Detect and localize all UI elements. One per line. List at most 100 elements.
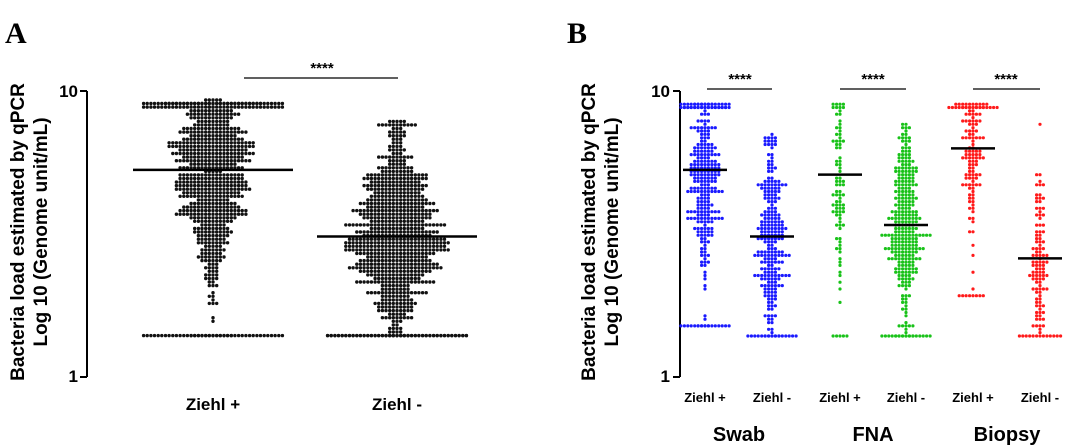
data-point xyxy=(391,180,395,184)
data-point xyxy=(767,193,771,197)
data-point xyxy=(218,159,222,163)
data-point xyxy=(703,183,707,187)
data-point xyxy=(185,173,190,177)
data-point xyxy=(1041,253,1045,257)
data-point xyxy=(388,291,392,295)
data-point xyxy=(767,327,771,331)
data-point xyxy=(207,162,211,166)
data-point xyxy=(907,196,912,200)
data-point xyxy=(693,105,697,110)
data-point xyxy=(914,250,918,254)
data-point xyxy=(406,226,410,231)
data-point xyxy=(901,267,905,271)
data-point xyxy=(413,237,417,241)
data-point xyxy=(384,255,388,259)
data-point xyxy=(377,194,381,198)
data-point xyxy=(373,333,377,338)
data-point xyxy=(773,142,778,147)
data-point xyxy=(402,333,406,338)
data-point xyxy=(388,294,392,298)
data-point xyxy=(369,273,374,277)
data-point xyxy=(178,187,182,191)
data-point xyxy=(770,166,774,170)
data-point xyxy=(391,262,395,266)
data-point xyxy=(413,173,417,177)
data-point xyxy=(402,208,406,213)
data-point xyxy=(189,176,193,181)
data-point xyxy=(380,219,385,223)
data-point xyxy=(777,230,781,234)
data-point xyxy=(700,163,704,167)
data-point xyxy=(696,119,700,123)
data-point xyxy=(770,237,774,241)
data-point xyxy=(399,180,403,184)
data-point xyxy=(229,137,233,141)
panel-b-ytick-top: 10 xyxy=(651,82,670,101)
data-point xyxy=(222,155,226,159)
data-point xyxy=(968,173,972,177)
data-point xyxy=(222,333,226,338)
data-point xyxy=(225,116,230,120)
data-point xyxy=(269,333,274,338)
data-point xyxy=(240,141,244,145)
data-point xyxy=(384,176,388,181)
data-point xyxy=(777,284,781,288)
data-point xyxy=(395,148,399,152)
data-point xyxy=(225,130,230,134)
data-point xyxy=(193,183,197,188)
panel-b-letter: B xyxy=(567,17,587,50)
data-point xyxy=(399,276,403,281)
data-point xyxy=(200,233,204,238)
data-point xyxy=(911,176,915,180)
data-point xyxy=(773,250,778,254)
data-point xyxy=(207,255,211,259)
data-point xyxy=(196,148,201,152)
data-point xyxy=(218,194,222,198)
data-point xyxy=(971,116,975,120)
data-point xyxy=(366,262,370,266)
data-point xyxy=(1038,247,1042,251)
data-point xyxy=(402,280,406,284)
data-point xyxy=(388,176,392,181)
data-point xyxy=(196,173,201,177)
data-point xyxy=(971,183,975,187)
data-point xyxy=(366,198,370,202)
data-point xyxy=(273,105,277,109)
data-point xyxy=(174,101,179,106)
data-point xyxy=(406,155,410,159)
data-point xyxy=(763,334,767,338)
data-point xyxy=(204,276,208,281)
data-point xyxy=(406,230,410,234)
data-point xyxy=(838,163,842,167)
data-point xyxy=(171,141,175,145)
data-point xyxy=(838,112,842,116)
data-point xyxy=(971,136,975,140)
data-point xyxy=(384,169,388,174)
data-point xyxy=(409,198,414,202)
data-point xyxy=(763,186,767,190)
data-point xyxy=(207,280,211,284)
data-point xyxy=(897,237,901,241)
data-point xyxy=(696,324,700,328)
data-point xyxy=(211,276,215,281)
data-point xyxy=(413,216,417,220)
data-point xyxy=(402,316,406,320)
data-point xyxy=(835,223,839,227)
data-point xyxy=(388,230,392,234)
data-point xyxy=(207,244,211,248)
data-point xyxy=(211,176,215,181)
data-point xyxy=(413,333,417,338)
data-point xyxy=(971,173,975,177)
data-point xyxy=(971,189,975,194)
data-point xyxy=(193,212,197,216)
data-point xyxy=(883,247,888,251)
data-point xyxy=(706,119,711,123)
data-point xyxy=(706,193,711,197)
data-point xyxy=(439,237,443,241)
data-point xyxy=(907,179,912,183)
data-point xyxy=(907,203,912,207)
data-point xyxy=(193,201,197,206)
data-point xyxy=(901,149,905,153)
data-point xyxy=(428,248,432,252)
data-point xyxy=(417,237,421,241)
